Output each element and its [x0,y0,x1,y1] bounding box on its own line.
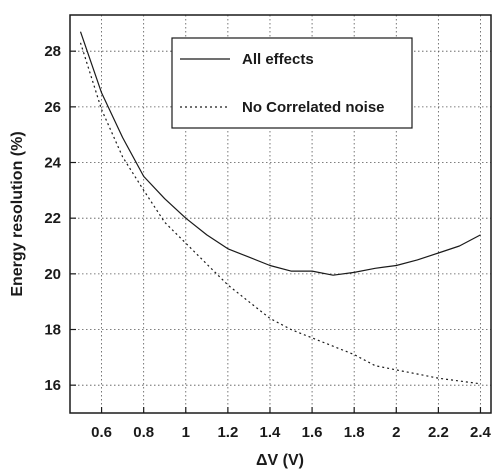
x-tick-label: 1.2 [217,424,238,441]
y-tick-label: 24 [44,155,61,172]
x-tick-label: 1.6 [302,424,323,441]
y-tick-label: 28 [44,43,61,60]
x-tick-label: 2.4 [470,424,492,441]
y-tick-label: 18 [44,322,61,339]
y-tick-label: 16 [44,377,61,394]
x-tick-label: 1 [182,424,190,441]
x-tick-label: 2 [392,424,400,441]
x-tick-label: 2.2 [428,424,449,441]
y-tick-label: 26 [44,99,61,116]
x-tick-label: 1.8 [344,424,365,441]
x-tick-label: 0.8 [133,424,154,441]
legend-label-no-correlated-noise: No Correlated noise [242,99,385,116]
legend-label-all-effects: All effects [242,51,314,68]
y-tick-label: 22 [44,210,61,227]
x-tick-label: 1.4 [260,424,282,441]
legend: All effects No Correlated noise [172,38,412,128]
y-axis-title: Energy resolution (%) [9,131,26,296]
y-tick-label: 20 [44,266,61,283]
x-axis-title: ΔV (V) [256,452,304,469]
x-tick-label: 0.6 [91,424,112,441]
